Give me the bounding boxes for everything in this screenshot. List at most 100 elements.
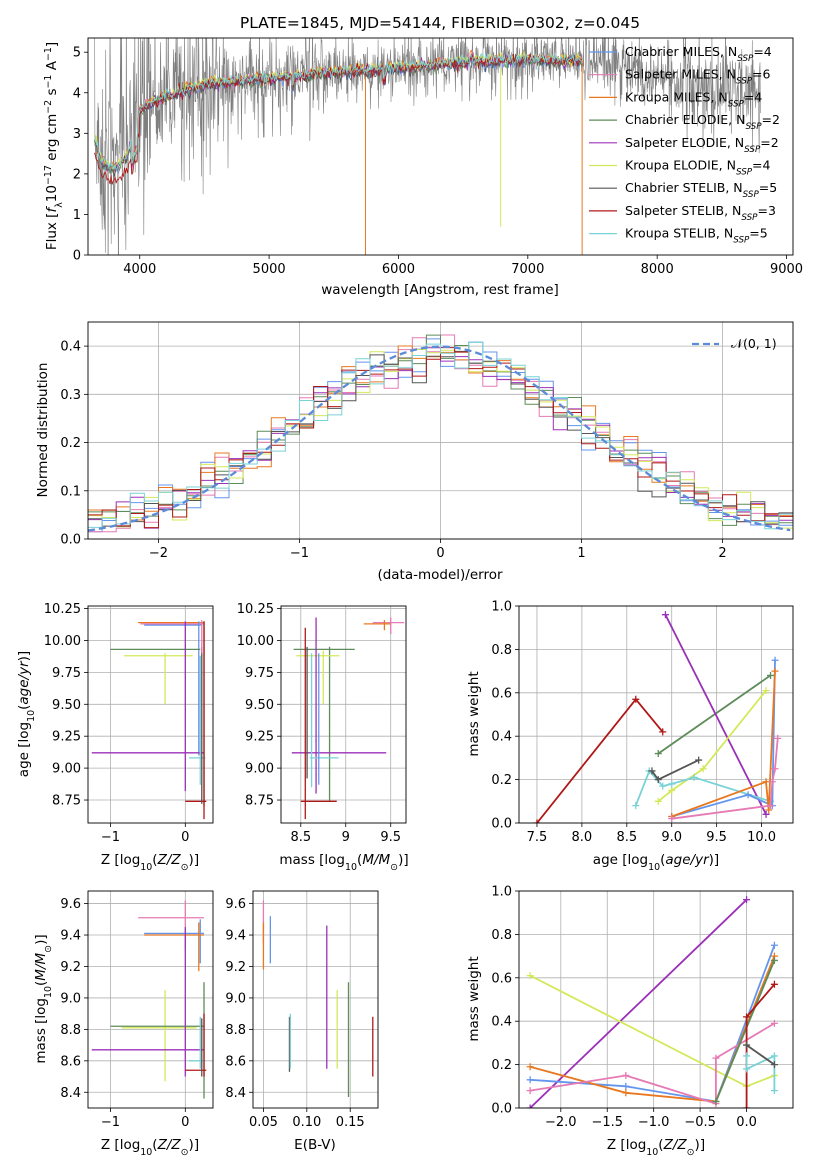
legend-label-kroupa_stelib: Kroupa STELIB, NSSP=5: [625, 226, 768, 246]
x-tick-label: 8.5: [616, 830, 637, 845]
x-tick-label: 5000: [253, 262, 286, 277]
y-tick-label: 9.4: [60, 929, 81, 944]
x-tick-label: −1.0: [638, 1115, 670, 1130]
x-tick-label: 6000: [382, 262, 415, 277]
y-tick-label: 0.2: [491, 1058, 512, 1073]
point-marker: [654, 776, 662, 784]
x-tick-label: 2: [718, 546, 726, 561]
point-marker: [743, 1013, 751, 1021]
x-tick-label: 1: [577, 546, 585, 561]
x-tick-label: −1: [101, 1115, 120, 1130]
x-axis-label: mass [log10(M/M⊙)]: [279, 852, 408, 873]
series-line-chabrier_miles: [671, 660, 776, 818]
x-tick-label: 9.0: [661, 830, 682, 845]
y-tick-label: 9.4: [225, 929, 246, 944]
point-marker: [771, 656, 779, 664]
series-line-salpeter_stelib: [536, 697, 664, 823]
y-tick-label: 8.8: [225, 1023, 246, 1038]
weight_vs_Z-frame: [518, 890, 794, 1109]
x-tick-label: −2: [149, 546, 168, 561]
x-tick-label: 0.0: [736, 1115, 757, 1130]
age_vs_Z-plot: [91, 620, 207, 820]
point-marker: [648, 767, 656, 775]
point-marker: [622, 1071, 630, 1079]
x-axis-label: age [log10(age/yr)]: [593, 852, 719, 873]
point-marker: [668, 815, 676, 823]
point-marker: [654, 797, 662, 805]
residual-histogram-kroupa_stelib: [88, 341, 793, 530]
y-tick-label: 9.25: [245, 730, 274, 745]
point-marker: [770, 1019, 778, 1027]
point-marker: [699, 765, 707, 773]
x-tick-label: −2.0: [545, 1115, 577, 1130]
y-tick-label: 10.00: [44, 634, 81, 649]
x-tick-label: −0.5: [684, 1115, 716, 1130]
spectrum-frame: [87, 37, 794, 256]
weight_vs_Z-axes: −2.0 −1.5 −1.0 −0.5 0.0 0.0 0.2 0.4 0.6 0.8 1.0: [491, 885, 794, 1130]
point-marker: [770, 980, 778, 988]
y-tick-label: 0.1: [60, 484, 81, 499]
y-tick-label: 0.8: [491, 643, 512, 658]
series-line-chabrier_miles: [530, 944, 776, 1103]
point-marker: [659, 782, 667, 790]
series-line-salpeter_elodie: [529, 899, 748, 1108]
point-marker: [767, 671, 775, 679]
y-tick-label: 0.0: [491, 1102, 512, 1117]
point-marker: [622, 1089, 630, 1097]
y-axis-label: age [log10(age/yr)]: [16, 651, 37, 777]
series-line-kroupa_miles: [671, 671, 776, 818]
legend-label-normal: 𝒩(0, 1): [731, 336, 777, 351]
point-marker: [771, 765, 779, 773]
observed-spectrum: [94, 38, 761, 255]
legend-label-kroupa_elodie: Kroupa ELODIE, NSSP=4: [625, 158, 771, 178]
point-marker: [668, 786, 676, 794]
y-tick-label: 0.4: [491, 730, 512, 745]
series-line-kroupa_stelib: [634, 769, 771, 806]
legend: Chabrier MILES, NSSP=4 Salpeter MILES, NS…: [589, 44, 780, 246]
y-tick-label: 9.0: [60, 991, 81, 1006]
age_vs_Z-axes: −1 0 8.75 9.00 9.25 9.50 9.75 10.00 10.25: [44, 602, 214, 845]
legend-label-kroupa_miles: Kroupa MILES, NSSP=4: [625, 89, 762, 109]
age_vs_mass-plot: [291, 617, 405, 820]
y-axis-label: Flux [fλ10−17 erg cm−2 s−1 A−1]: [43, 42, 65, 250]
y-tick-label: 8.4: [225, 1086, 246, 1101]
point-marker: [690, 773, 698, 781]
series-line-chabrier_stelib: [746, 1044, 775, 1066]
point-marker: [774, 734, 782, 742]
point-marker: [767, 802, 775, 810]
legend-label-chabrier_miles: Chabrier MILES, NSSP=4: [625, 44, 772, 64]
y-tick-label: 0.4: [491, 1015, 512, 1030]
y-tick-label: 9.0: [225, 991, 246, 1006]
x-tick-label: 0.05: [249, 1115, 278, 1130]
x-tick-label: −1: [101, 830, 120, 845]
age_vs_mass-frame: [280, 605, 407, 824]
y-tick-label: 10.25: [44, 602, 81, 617]
point-marker: [654, 750, 662, 758]
mass_vs_ebv-axes: 0.05 0.10 0.15 8.4 8.6 8.8 9.0 9.2 9.4 9.6: [225, 890, 379, 1130]
point-marker: [743, 1065, 751, 1073]
mass_vs_Z-plot: [91, 900, 207, 1099]
y-axis-label: Normed distribution: [35, 363, 51, 498]
y-tick-label: 8.6: [225, 1054, 246, 1069]
x-tick-label: 8000: [641, 262, 674, 277]
x-tick-label: 8.0: [572, 830, 593, 845]
y-tick-label: 9.25: [52, 730, 81, 745]
legend-label-salpeter_miles: Salpeter MILES, NSSP=6: [625, 67, 771, 87]
x-axis-label: Z [log10(Z/Z⊙)]: [101, 1137, 199, 1158]
y-tick-label: 3: [73, 127, 81, 142]
series-line-kroupa_elodie: [529, 974, 775, 1088]
y-tick-label: 0.2: [491, 773, 512, 788]
y-tick-label: 2: [73, 167, 81, 182]
age_vs_mass-axes: 8.5 9 9.5 8.75 9.00 9.25 9.50 9.75 10.00 10.25: [237, 602, 407, 845]
y-tick-label: 10.00: [237, 634, 274, 649]
x-axis-label: (data-model)/error: [377, 567, 503, 583]
x-axis-label: Z [log10(Z/Z⊙)]: [607, 1137, 705, 1158]
y-tick-label: 8.6: [60, 1054, 81, 1069]
y-tick-label: 0.3: [60, 388, 81, 403]
y-tick-label: 9.50: [245, 698, 274, 713]
mass_vs_ebv-plot: [262, 900, 374, 1097]
y-tick-label: 9.50: [52, 698, 81, 713]
y-tick-label: 9.75: [245, 666, 274, 681]
weight_vs_age-axes: 7.5 8.0 8.5 9.0 9.5 10.0 0.0 0.2 0.4 0.6 0.8 1.0: [491, 600, 794, 845]
y-tick-label: 8.75: [245, 794, 274, 809]
